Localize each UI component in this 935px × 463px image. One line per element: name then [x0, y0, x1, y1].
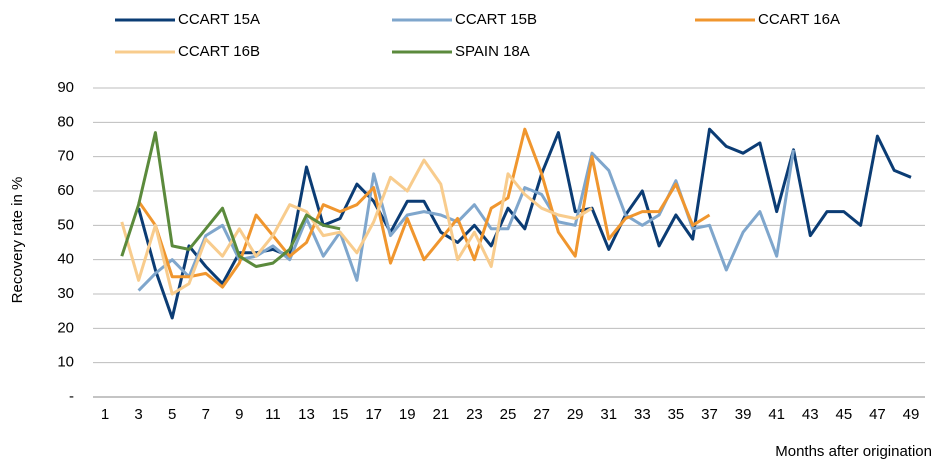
x-tick-label: 33: [634, 406, 651, 423]
y-tick-label: 80: [57, 113, 74, 130]
y-tick-label: 10: [57, 354, 74, 371]
x-tick-label: 5: [168, 406, 176, 423]
y-tick-label: 90: [57, 79, 74, 96]
x-tick-label: 1: [101, 406, 109, 423]
x-tick-label: 11: [265, 406, 281, 423]
series-line: [120, 131, 341, 268]
x-tick-label: 19: [399, 406, 416, 423]
y-tick-label: 70: [57, 148, 74, 165]
x-tick-label: 23: [466, 406, 483, 423]
x-tick-label: 31: [600, 406, 617, 423]
legend-label: CCART 15A: [178, 11, 260, 28]
x-tick-label: 27: [533, 406, 550, 423]
x-tick-label: 3: [134, 406, 142, 423]
y-tick-label: 20: [57, 319, 74, 336]
y-tick-label: 50: [57, 216, 74, 233]
y-tick-label: 60: [57, 182, 74, 199]
x-tick-label: 45: [835, 406, 852, 423]
x-tick-label: 29: [567, 406, 584, 423]
x-tick-label: 35: [668, 406, 685, 423]
series-line: [120, 158, 593, 296]
y-axis-title: Recovery rate in %: [9, 177, 26, 304]
x-tick-label: 13: [298, 406, 315, 423]
y-tick-label: 40: [57, 251, 74, 268]
legend-label: CCART 16B: [178, 43, 260, 60]
series-line: [137, 127, 711, 289]
y-tick-label: 30: [57, 285, 74, 302]
x-tick-label: 39: [735, 406, 752, 423]
x-tick-label: 15: [332, 406, 349, 423]
x-tick-label: 17: [365, 406, 382, 423]
x-tick-label: 41: [768, 406, 785, 423]
x-tick-label: 49: [903, 406, 920, 423]
x-tick-label: 9: [235, 406, 243, 423]
x-tick-label: 37: [701, 406, 718, 423]
x-tick-label: 7: [202, 406, 210, 423]
x-axis-title: Months after origination: [775, 443, 932, 460]
x-tick-label: 25: [500, 406, 517, 423]
legend-label: SPAIN 18A: [455, 43, 530, 60]
legend-label: CCART 15B: [455, 11, 537, 28]
legend-label: CCART 16A: [758, 11, 840, 28]
x-tick-label: 43: [802, 406, 819, 423]
x-tick-label: 47: [869, 406, 886, 423]
x-tick-label: 21: [432, 406, 449, 423]
y-tick-label: -: [69, 388, 74, 405]
